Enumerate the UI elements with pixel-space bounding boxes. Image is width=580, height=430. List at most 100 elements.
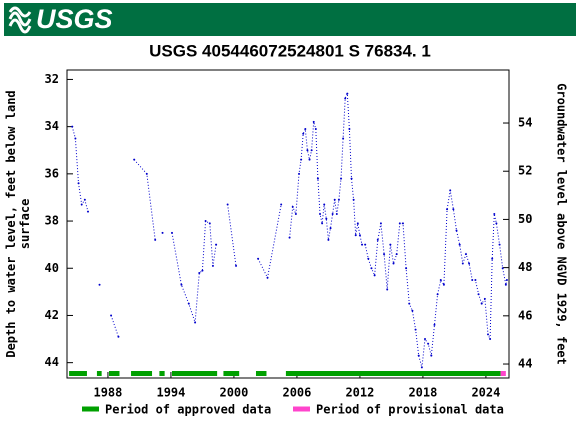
data-point (187, 302, 190, 305)
data-point (161, 231, 164, 234)
data-point (235, 264, 238, 267)
chart-title: USGS 405446072524801 S 76834. 1 (149, 41, 431, 60)
data-point (389, 243, 392, 246)
data-point (504, 283, 507, 286)
data-point (77, 182, 80, 185)
data-point (461, 262, 464, 265)
data-point (477, 293, 480, 296)
data-point (430, 354, 433, 357)
data-point (424, 338, 427, 341)
data-point (342, 137, 345, 140)
data-point (401, 222, 404, 225)
x-tick-label: 2024 (471, 386, 500, 400)
data-point (483, 297, 486, 300)
data-point (83, 198, 86, 201)
data-point (266, 276, 269, 279)
y-tick-label: 40 (45, 261, 59, 275)
data-point (471, 279, 474, 282)
data-point (449, 189, 452, 192)
header-bar (4, 3, 576, 36)
data-point (308, 158, 311, 161)
data-point (329, 227, 332, 230)
y-tick-label: 38 (45, 214, 59, 228)
data-point (427, 342, 430, 345)
data-point (154, 238, 157, 241)
data-point (280, 203, 283, 206)
x-tick-label: 2006 (282, 386, 311, 400)
legend-label: Period of provisional data (316, 403, 504, 417)
data-point (439, 279, 442, 282)
data-point (80, 203, 83, 206)
data-point (145, 172, 148, 175)
data-point (331, 212, 334, 215)
data-point (376, 238, 379, 241)
data-point (455, 229, 458, 232)
data-point (433, 323, 436, 326)
data-point (411, 309, 414, 312)
data-point (373, 274, 376, 277)
data-point (208, 222, 211, 225)
x-tick-label: 2012 (345, 386, 374, 400)
period-bar (171, 371, 218, 376)
data-point (464, 253, 467, 256)
data-point (364, 243, 367, 246)
y-axis-label: Depth to water level, feet below landsur… (4, 90, 32, 357)
data-point (354, 234, 357, 237)
data-point (501, 267, 504, 270)
data-point (288, 236, 291, 239)
period-bar (285, 371, 501, 376)
y2-tick-label: 50 (518, 212, 532, 226)
data-point (323, 203, 326, 206)
data-point (310, 149, 313, 152)
period-bar (159, 371, 165, 376)
data-point (319, 212, 322, 215)
data-point (314, 128, 317, 131)
period-bar (255, 371, 267, 376)
data-point (358, 234, 361, 237)
data-point (204, 220, 207, 223)
data-point (361, 243, 364, 246)
data-point (300, 158, 303, 161)
data-point (327, 238, 330, 241)
data-point (489, 338, 492, 341)
data-point (417, 354, 420, 357)
data-point (493, 212, 496, 215)
data-point (379, 222, 382, 225)
data-point (325, 217, 328, 220)
period-bar (96, 371, 102, 376)
data-point (340, 177, 343, 180)
data-point (498, 243, 501, 246)
data-point (352, 198, 355, 201)
data-point (257, 257, 260, 260)
period-bar (108, 371, 120, 376)
data-point (505, 279, 508, 282)
data-point (306, 149, 309, 152)
x-tick-label: 2018 (408, 386, 437, 400)
legend-label: Period of approved data (105, 403, 271, 417)
data-point (392, 262, 395, 265)
data-point (226, 203, 229, 206)
data-point (291, 205, 294, 208)
x-tick-label: 2000 (219, 386, 248, 400)
data-point (71, 125, 74, 128)
data-point (420, 366, 423, 369)
data-point (333, 198, 336, 201)
data-point (344, 97, 347, 100)
data-point (211, 264, 214, 267)
data-point (408, 302, 411, 305)
x-tick-label: 1994 (156, 386, 185, 400)
data-point (86, 210, 89, 213)
data-point (321, 222, 324, 225)
data-point (335, 212, 338, 215)
data-point (180, 283, 183, 286)
data-point (487, 333, 490, 336)
period-bar (223, 371, 240, 376)
plot-frame (66, 69, 510, 379)
logo: USGS (36, 4, 113, 34)
data-line (71, 93, 508, 368)
data-point (194, 321, 197, 324)
data-point (468, 262, 471, 265)
data-point (398, 222, 401, 225)
data-point (386, 288, 389, 291)
